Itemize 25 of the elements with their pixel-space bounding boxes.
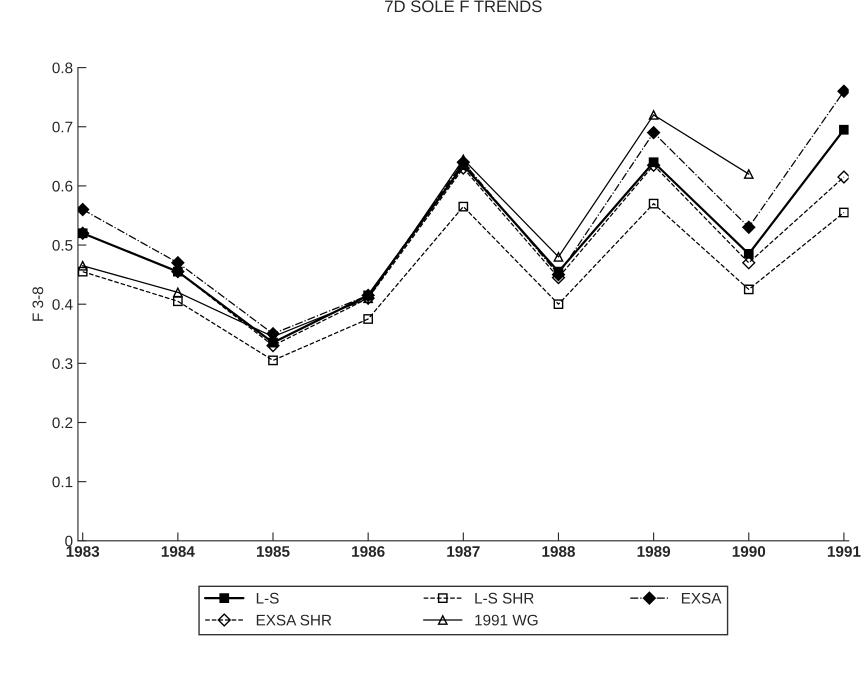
y-tick-label: 0.4 xyxy=(52,299,73,310)
x-tick-label: 1986 xyxy=(352,546,385,557)
x-tick-label: 1987 xyxy=(447,546,480,557)
legend-label: EXSA SHR xyxy=(256,614,332,626)
legend-label: L-S xyxy=(256,592,279,604)
legend-label: 1991 WG xyxy=(475,614,538,626)
y-axis-title: F 3-8 xyxy=(32,287,44,321)
y-tick-label: 0.7 xyxy=(52,122,72,132)
y-tick-label: 0.8 xyxy=(52,62,72,74)
legend-label: EXSA xyxy=(682,592,722,604)
y-tick-label: 0.6 xyxy=(52,180,72,192)
x-tick-label: 1984 xyxy=(162,546,195,557)
y-tick-label: 0.3 xyxy=(52,358,72,370)
chart-title: 7D SOLE F TRENDS xyxy=(385,0,542,12)
y-tick-label: 0 xyxy=(65,536,72,546)
x-tick-label: 1991 xyxy=(828,546,860,557)
y-tick-label: 0.1 xyxy=(52,476,72,488)
x-tick-label: 1985 xyxy=(256,546,290,557)
x-tick-label: 1988 xyxy=(542,546,575,557)
y-tick-label: 0.2 xyxy=(52,417,72,428)
legend-label: L-S SHR xyxy=(475,592,534,604)
x-tick-label: 1983 xyxy=(66,546,100,557)
x-tick-label: 1989 xyxy=(638,546,670,557)
y-tick-label: 0.5 xyxy=(52,240,72,251)
x-tick-label: 1990 xyxy=(732,546,766,557)
